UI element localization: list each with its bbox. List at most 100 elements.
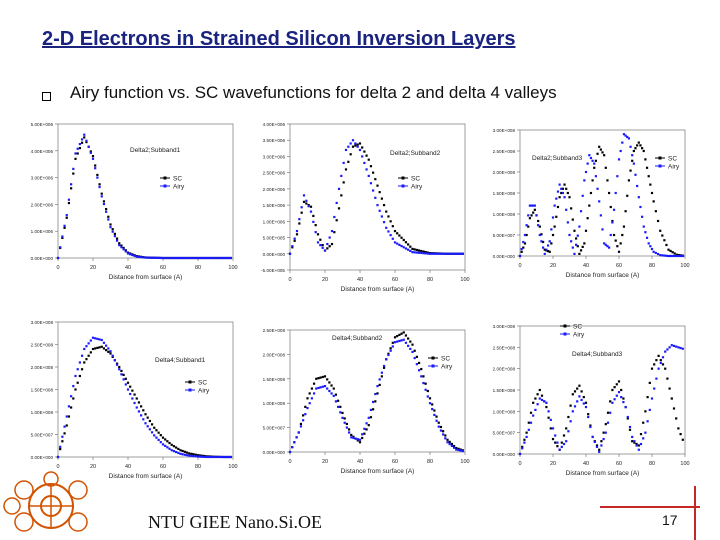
data-point — [547, 416, 550, 419]
data-point — [76, 152, 79, 155]
data-point — [332, 394, 335, 397]
y-tick-label: 3.50E+006 — [263, 138, 286, 143]
data-point — [529, 411, 533, 414]
corner-rule-vertical — [694, 486, 696, 540]
data-point — [380, 197, 383, 200]
data-point — [140, 414, 143, 417]
data-point — [363, 161, 366, 165]
data-point — [633, 441, 636, 444]
data-point — [129, 392, 132, 396]
x-tick-label: 20 — [90, 265, 96, 271]
data-point — [72, 172, 75, 175]
data-point — [520, 250, 523, 253]
series-airy — [518, 133, 685, 258]
data-point — [420, 251, 423, 255]
data-point — [668, 346, 671, 349]
data-point — [626, 135, 629, 139]
data-point — [159, 441, 162, 444]
data-point — [109, 223, 112, 226]
data-point — [661, 234, 664, 237]
slide-title: 2-D Electrons in Strained Silicon Invers… — [42, 28, 516, 50]
data-point — [387, 230, 390, 233]
data-point — [372, 189, 375, 192]
data-point — [523, 438, 526, 441]
data-point — [210, 455, 213, 459]
data-point — [367, 158, 370, 161]
data-point — [107, 215, 110, 218]
data-point — [679, 254, 682, 258]
data-point — [546, 244, 550, 247]
y-tick-label: 5.00E+007 — [493, 431, 516, 436]
data-point — [591, 159, 594, 162]
data-point — [299, 425, 303, 428]
legend-label: SC — [198, 380, 207, 387]
x-tick-label: 0 — [56, 265, 59, 271]
data-point — [376, 385, 379, 388]
y-tick-label: 0.00E+000 — [493, 254, 516, 259]
data-point — [343, 417, 346, 420]
data-point — [537, 219, 540, 223]
data-point — [617, 158, 621, 161]
corner-rule-horizontal — [600, 506, 700, 508]
data-point — [172, 450, 176, 453]
data-point — [417, 369, 421, 372]
data-point — [558, 183, 561, 186]
data-point — [214, 455, 217, 459]
y-tick-label: 2.50E+008 — [31, 343, 54, 348]
data-point — [583, 179, 586, 182]
data-point — [659, 229, 662, 232]
data-point — [415, 251, 418, 254]
data-point — [341, 411, 344, 415]
data-point — [661, 363, 665, 366]
data-point — [376, 184, 379, 187]
data-point — [347, 160, 350, 163]
data-point — [621, 141, 624, 144]
data-point — [356, 145, 359, 148]
data-point — [137, 401, 141, 404]
data-point — [446, 438, 449, 441]
data-point — [622, 397, 625, 400]
data-point — [450, 444, 453, 447]
data-point — [604, 166, 607, 169]
data-point — [396, 335, 399, 338]
data-point — [645, 236, 649, 239]
data-point — [120, 373, 123, 376]
data-point — [378, 191, 381, 194]
data-point — [588, 154, 591, 157]
data-point — [295, 436, 298, 439]
x-tick-label: 100 — [460, 459, 469, 465]
data-point — [135, 406, 138, 409]
data-point — [328, 236, 331, 239]
data-point — [558, 448, 561, 451]
data-point — [291, 245, 294, 248]
data-point — [667, 254, 670, 258]
data-point — [356, 143, 359, 146]
data-point — [354, 142, 357, 145]
data-point — [617, 391, 621, 394]
data-point — [305, 199, 308, 202]
chart-title: Delta2;Subband2 — [390, 150, 441, 157]
data-point — [579, 249, 583, 252]
y-tick-label: 0.00E+000 — [263, 252, 286, 257]
y-tick-label: 3.00E+008 — [31, 320, 54, 325]
data-point — [196, 455, 200, 458]
data-point — [124, 377, 127, 380]
chart-title: Delta4;Subband1 — [155, 357, 206, 364]
data-point — [545, 401, 548, 404]
legend-label: Airy — [411, 184, 423, 191]
data-point — [330, 384, 333, 387]
series-sc — [518, 354, 684, 456]
legend-marker — [163, 184, 167, 188]
data-point — [417, 251, 421, 254]
plot-frame-6 — [519, 325, 686, 455]
data-point — [161, 443, 165, 446]
data-point — [323, 249, 327, 252]
data-point — [194, 455, 197, 458]
page-number: 17 — [662, 512, 678, 528]
legend-marker — [431, 356, 435, 360]
data-point — [314, 231, 317, 234]
data-point — [89, 151, 92, 154]
data-point — [304, 405, 307, 408]
data-point — [321, 385, 324, 388]
data-point — [402, 338, 405, 341]
